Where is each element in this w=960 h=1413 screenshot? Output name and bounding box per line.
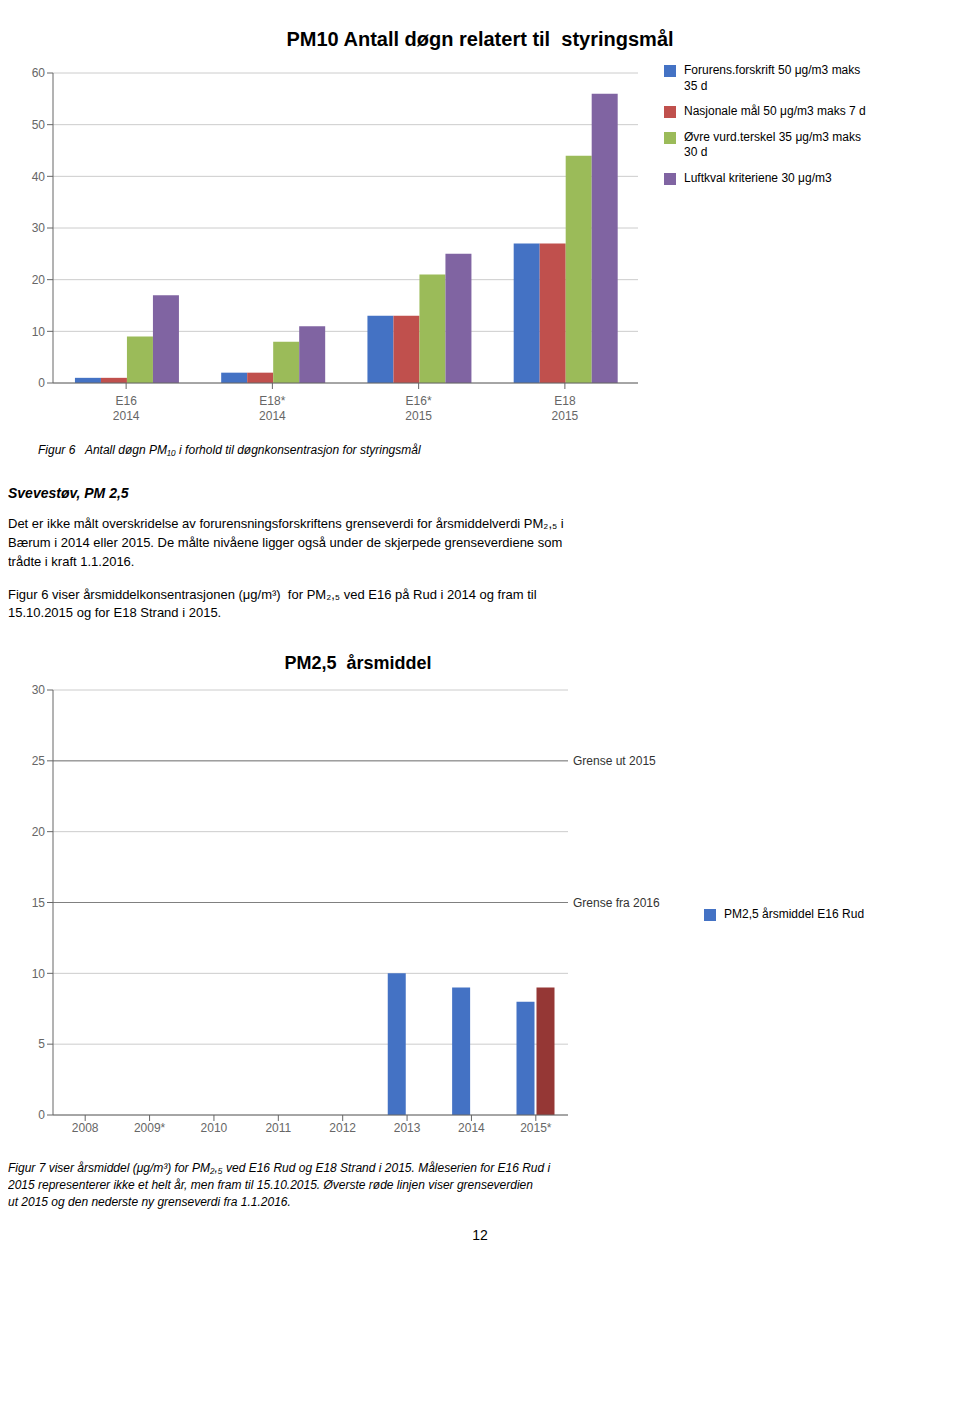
svg-text:30: 30: [32, 221, 46, 235]
html-text:Nasjonale mål 50 μg/m3 maks 7: Nasjonale mål 50 μg/m3 maks 7 d: [684, 104, 866, 119]
html-text:PM10 Antall døgn relatert til: PM10 Antall døgn relatert til styringsmå…: [286, 28, 674, 50]
svg-text:E182015: E182015: [552, 394, 579, 423]
svg-text:40: 40: [32, 170, 46, 184]
html-text:Forurens.forskrift 50 μg/m3 ma: Forurens.forskrift 50 μg/m3 maks 35 d: [684, 63, 861, 93]
svg-text:Grense ut 2015: Grense ut 2015: [573, 754, 656, 768]
svg-text:60: 60: [32, 66, 46, 80]
html-text:PM2,5 årsmiddel E16 Rud: PM2,5 årsmiddel E16 Rud: [724, 907, 865, 922]
svg-text:20: 20: [32, 825, 46, 839]
svg-text:2014: 2014: [458, 1121, 485, 1135]
svg-text:2008: 2008: [72, 1121, 99, 1135]
svg-text:2010: 2010: [201, 1121, 228, 1135]
html-text:Luftkval kriteriene 30 μg/m3: Luftkval kriteriene 30 μg/m3: [684, 171, 832, 185]
html-text:PM2,5 årsmiddel: PM2,5 årsmiddel: [284, 653, 432, 674]
svg-text:E162014: E162014: [113, 394, 140, 423]
svg-text:10: 10: [32, 967, 46, 981]
html-text:12: 12: [472, 1226, 488, 1243]
svg-text:30: 30: [32, 683, 46, 697]
html-text:Figur 6 Antall døgn PM₁₀ i for: Figur 6 Antall døgn PM₁₀ i forhold til d…: [38, 443, 421, 457]
svg-text:E16*2015: E16*2015: [405, 394, 432, 423]
svg-text:0: 0: [38, 1108, 45, 1122]
svg-text:2015*: 2015*: [520, 1121, 552, 1135]
svg-text:2012: 2012: [329, 1121, 356, 1135]
svg-text:20: 20: [32, 273, 46, 287]
svg-text:2013: 2013: [394, 1121, 421, 1135]
svg-text:2009*: 2009*: [134, 1121, 166, 1135]
svg-text:Grense fra 2016: Grense fra 2016: [573, 896, 660, 910]
html-text:Svevestøv, PM 2,5: Svevestøv, PM 2,5: [8, 485, 129, 501]
svg-text:15: 15: [32, 896, 46, 910]
svg-text:50: 50: [32, 118, 46, 132]
html-text:Øvre vurd.terskel 35 μg/m3 mak: Øvre vurd.terskel 35 μg/m3 maks 30 d: [684, 129, 861, 160]
svg-text:E18*2014: E18*2014: [259, 394, 286, 423]
svg-text:25: 25: [32, 754, 46, 768]
html-text:Figur 7 viser årsmiddel (μg/m³: Figur 7 viser årsmiddel (μg/m³) for PM₂,…: [8, 1161, 551, 1209]
svg-text:0: 0: [38, 376, 45, 390]
svg-text:10: 10: [32, 325, 46, 339]
svg-text:2011: 2011: [265, 1121, 291, 1135]
svg-text:5: 5: [38, 1038, 45, 1052]
html-text:Figur 6 viser årsmiddelkonsent: Figur 6 viser årsmiddelkonsentrasjonen (…: [8, 586, 537, 621]
html-text:Det er ikke målt overskridelse: Det er ikke målt overskridelse av forure…: [8, 516, 564, 569]
